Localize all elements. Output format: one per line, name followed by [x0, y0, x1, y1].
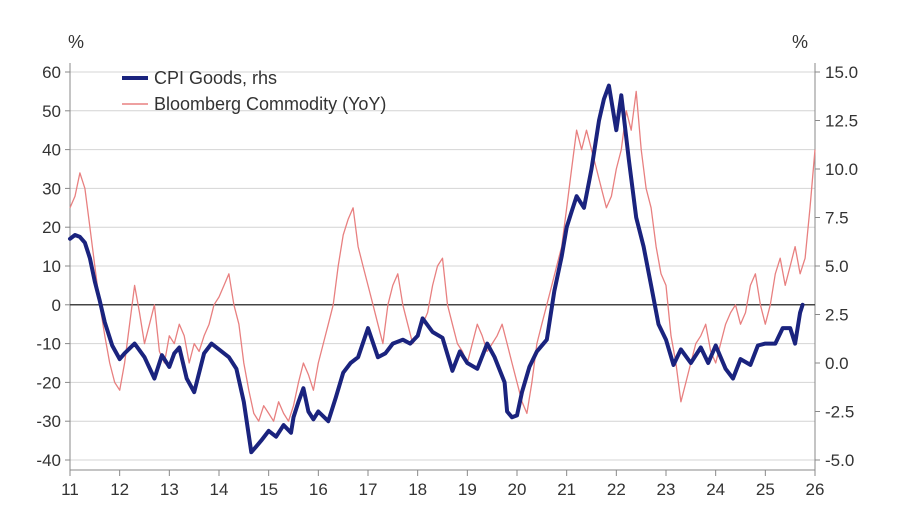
- x-tick-label-6: 17: [359, 480, 378, 499]
- right-tick-label-1: 12.5: [825, 112, 858, 131]
- x-tick-label-11: 22: [607, 480, 626, 499]
- left-tick-label-5: 10: [42, 257, 61, 276]
- x-tick-label-0: 11: [61, 480, 79, 499]
- x-tick-label-2: 13: [160, 480, 179, 499]
- x-tick-label-1: 12: [110, 480, 129, 499]
- left-tick-label-3: 30: [42, 179, 61, 198]
- x-tick-label-12: 23: [657, 480, 676, 499]
- right-tick-label-7: -2.5: [825, 403, 854, 422]
- x-axis-ticks: 11 12 13 14 15 16 17 18 19 20 21 22 23 24 25 26: [61, 470, 824, 499]
- x-tick-label-13: 24: [706, 480, 725, 499]
- x-tick-label-9: 20: [508, 480, 527, 499]
- x-tick-label-7: 18: [408, 480, 427, 499]
- legend: CPI Goods, rhs Bloomberg Commodity (YoY): [122, 68, 386, 114]
- left-tick-label-7: -10: [36, 335, 61, 354]
- x-tick-label-10: 21: [557, 480, 576, 499]
- left-tick-label-6: 0: [52, 296, 61, 315]
- right-tick-label-6: 0.0: [825, 354, 849, 373]
- right-axis-unit: %: [792, 32, 808, 52]
- right-tick-label-0: 15.0: [825, 63, 858, 82]
- left-tick-label-1: 50: [42, 102, 61, 121]
- right-tick-label-2: 10.0: [825, 160, 858, 179]
- left-axis-unit: %: [68, 32, 84, 52]
- right-tick-label-3: 7.5: [825, 209, 849, 228]
- left-tick-label-10: -40: [36, 451, 61, 470]
- x-tick-label-5: 16: [309, 480, 328, 499]
- x-tick-label-15: 26: [806, 480, 825, 499]
- series-line-bloomberg-commodity: [69, 90, 816, 422]
- x-tick-label-14: 25: [756, 480, 775, 499]
- left-tick-label-2: 40: [42, 141, 61, 160]
- left-tick-label-9: -30: [36, 412, 61, 431]
- legend-label-cpi-goods: CPI Goods, rhs: [154, 68, 277, 88]
- legend-label-bloomberg-commodity: Bloomberg Commodity (YoY): [154, 94, 386, 114]
- left-tick-label-8: -20: [36, 373, 61, 392]
- left-tick-label-4: 20: [42, 218, 61, 237]
- left-tick-label-0: 60: [42, 63, 61, 82]
- right-axis-ticks: 15.0 12.5 10.0 7.5 5.0 2.5 0.0 -2.5 -5.0: [815, 63, 858, 470]
- left-axis-ticks: 60 50 40 30 20 10 0 -10 -20 -30 -40: [36, 63, 70, 470]
- right-tick-label-5: 2.5: [825, 306, 849, 325]
- series-line-cpi-goods: [68, 83, 805, 455]
- x-tick-label-3: 14: [210, 480, 229, 499]
- grid-lines: [70, 71, 815, 461]
- x-tick-label-8: 19: [458, 480, 477, 499]
- x-tick-label-4: 15: [259, 480, 278, 499]
- right-tick-label-8: -5.0: [825, 451, 854, 470]
- right-tick-label-4: 5.0: [825, 257, 849, 276]
